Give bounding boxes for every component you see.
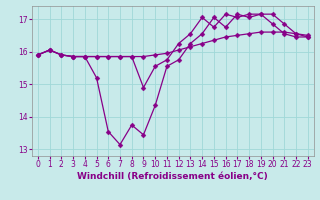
X-axis label: Windchill (Refroidissement éolien,°C): Windchill (Refroidissement éolien,°C) [77, 172, 268, 181]
